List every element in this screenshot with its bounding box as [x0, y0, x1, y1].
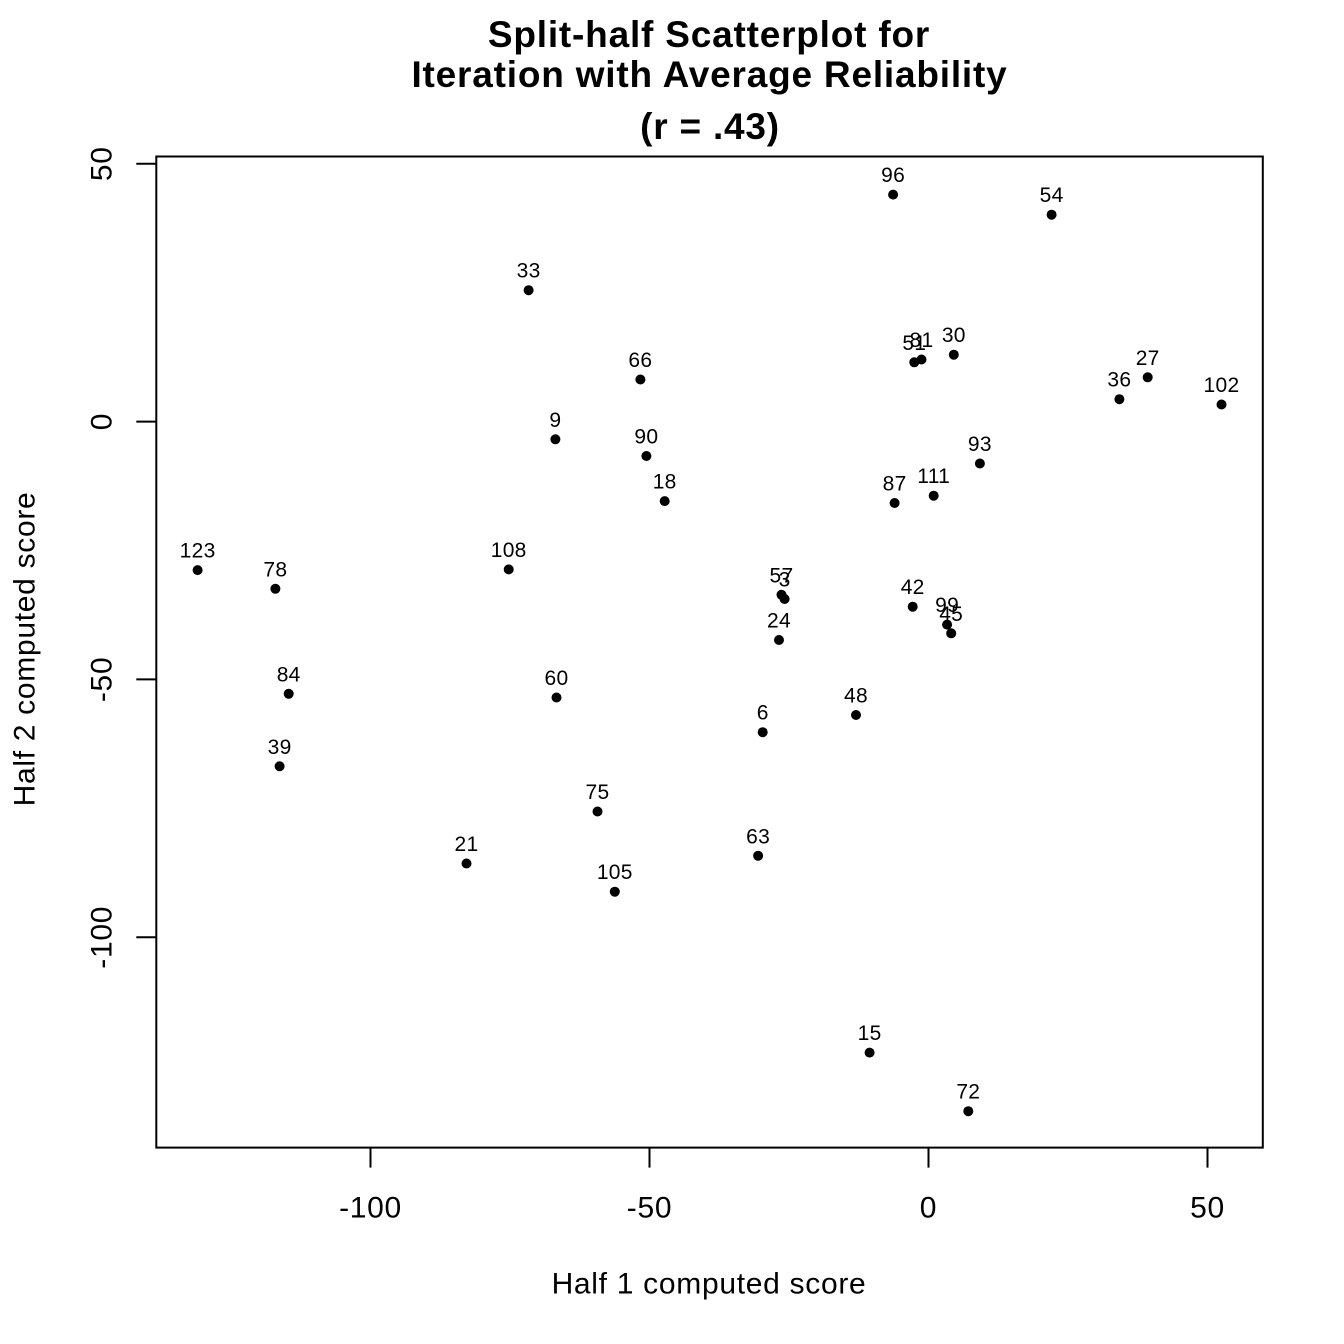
svg-text:50: 50	[1190, 1192, 1225, 1225]
svg-text:24: 24	[767, 610, 791, 633]
svg-text:78: 78	[263, 558, 287, 581]
svg-text:15: 15	[858, 1022, 882, 1045]
svg-text:87: 87	[883, 473, 907, 496]
svg-text:50: 50	[86, 146, 119, 181]
svg-text:-100: -100	[339, 1192, 402, 1225]
svg-text:51: 51	[902, 332, 926, 355]
svg-text:102: 102	[1204, 374, 1240, 397]
svg-text:66: 66	[628, 349, 652, 372]
svg-text:57: 57	[770, 564, 794, 587]
svg-text:108: 108	[491, 539, 527, 562]
svg-text:36: 36	[1107, 369, 1131, 392]
svg-text:45: 45	[939, 603, 963, 626]
svg-text:Half 2 computed score: Half 2 computed score	[9, 492, 42, 807]
svg-text:18: 18	[653, 471, 677, 494]
svg-text:60: 60	[545, 667, 569, 690]
svg-text:9: 9	[549, 409, 561, 432]
svg-text:42: 42	[901, 576, 925, 599]
svg-text:6: 6	[757, 702, 769, 725]
svg-text:99: 99	[935, 594, 959, 617]
svg-text:-50: -50	[86, 657, 119, 702]
svg-text:90: 90	[634, 426, 658, 449]
svg-text:-50: -50	[627, 1192, 672, 1225]
svg-text:105: 105	[597, 861, 633, 884]
svg-text:111: 111	[917, 465, 950, 488]
svg-text:54: 54	[1040, 184, 1064, 207]
svg-text:27: 27	[1136, 347, 1160, 370]
svg-text:93: 93	[968, 433, 992, 456]
svg-text:33: 33	[517, 260, 541, 283]
svg-text:96: 96	[881, 164, 905, 187]
svg-text:81: 81	[910, 329, 934, 352]
svg-text:0: 0	[86, 413, 119, 430]
svg-text:Split-half Scatterplot for: Split-half Scatterplot for	[488, 14, 930, 55]
svg-text:0: 0	[920, 1192, 937, 1225]
svg-text:123: 123	[180, 540, 216, 563]
svg-text:63: 63	[746, 825, 770, 848]
svg-text:75: 75	[586, 781, 610, 804]
svg-text:48: 48	[844, 685, 868, 708]
svg-text:21: 21	[455, 833, 479, 856]
svg-text:84: 84	[277, 663, 301, 686]
svg-text:72: 72	[956, 1081, 980, 1104]
svg-text:Iteration with Average Reliabi: Iteration with Average Reliability	[411, 54, 1007, 95]
svg-text:30: 30	[942, 324, 966, 347]
svg-text:39: 39	[268, 736, 292, 759]
svg-text:(r = .43): (r = .43)	[640, 106, 780, 147]
svg-text:3: 3	[779, 569, 791, 592]
svg-text:-100: -100	[86, 906, 119, 969]
svg-text:Half 1 computed score: Half 1 computed score	[552, 1267, 867, 1300]
